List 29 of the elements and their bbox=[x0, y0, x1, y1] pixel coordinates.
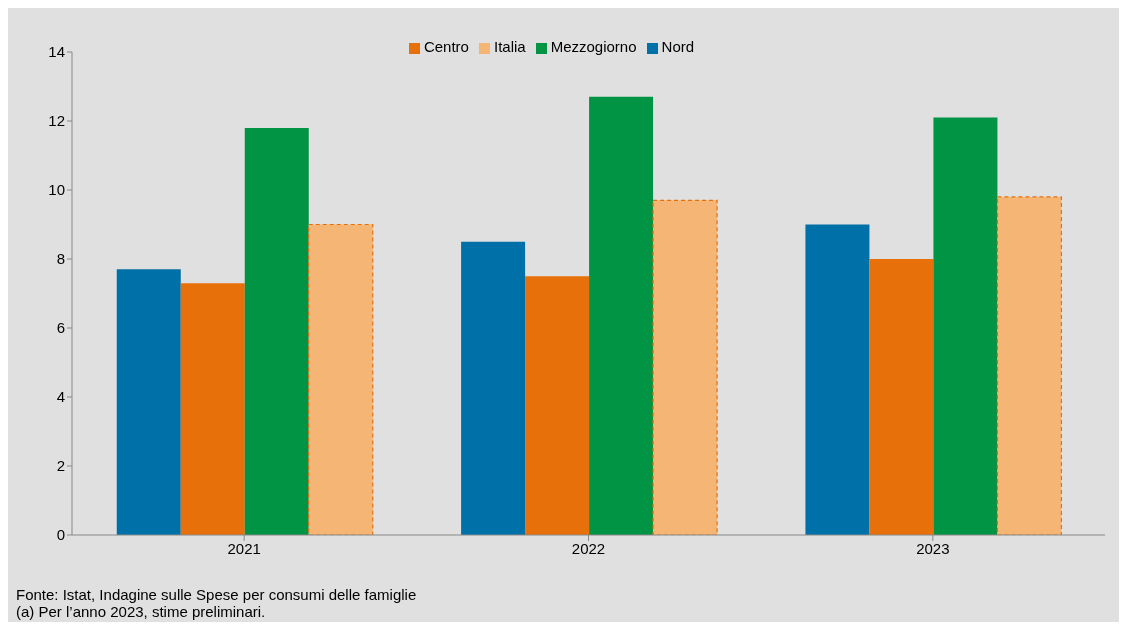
bar bbox=[116, 269, 181, 535]
x-tick-label: 2021 bbox=[227, 539, 261, 557]
bar bbox=[933, 117, 998, 535]
x-tick-label: 2022 bbox=[571, 539, 606, 557]
bar bbox=[308, 223, 374, 535]
bar bbox=[652, 199, 718, 535]
y-tick-label: 2 bbox=[56, 457, 65, 475]
bar bbox=[996, 196, 1063, 535]
legend-label: Centro bbox=[423, 38, 469, 55]
y-tick-label: 14 bbox=[48, 43, 65, 61]
bar bbox=[869, 259, 934, 535]
bar bbox=[589, 96, 654, 535]
legend-label: Nord bbox=[661, 38, 695, 55]
y-tick-label: 0 bbox=[56, 526, 65, 544]
legend-label: Italia bbox=[493, 38, 526, 55]
bar bbox=[805, 224, 870, 535]
x-tick-label: 2023 bbox=[916, 539, 950, 557]
bar bbox=[180, 283, 245, 535]
y-tick-label: 8 bbox=[56, 250, 65, 268]
bar bbox=[461, 241, 526, 535]
bar bbox=[525, 276, 590, 535]
y-tick-label: 4 bbox=[56, 388, 65, 406]
bar bbox=[244, 127, 309, 535]
text: (a) Per l’anno 2023, stime preliminari. bbox=[16, 603, 267, 620]
y-tick-label: 10 bbox=[48, 181, 65, 199]
legend-label: Mezzogiorno bbox=[550, 38, 637, 55]
y-tick-label: 12 bbox=[48, 112, 65, 130]
source-note: Fonte: Istat, Indagine sulle Spese per consumi delle famiglie bbox=[16, 586, 417, 603]
y-tick-label: 6 bbox=[56, 319, 65, 337]
